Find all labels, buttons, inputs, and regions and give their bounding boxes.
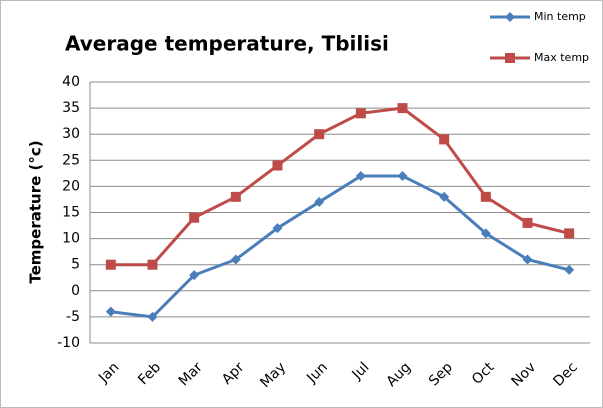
point [105, 259, 116, 270]
legend-label: Min temp [534, 10, 586, 23]
y-tick-label: 30 [62, 126, 80, 142]
y-tick-label: 25 [62, 152, 80, 168]
point [397, 170, 408, 181]
legend-label: Max temp [534, 51, 589, 64]
point [564, 264, 575, 275]
point [189, 270, 200, 281]
point [439, 191, 450, 202]
y-tick-label: -10 [57, 335, 80, 351]
point [522, 254, 533, 265]
series-line [110, 174, 570, 319]
point [480, 228, 491, 239]
point [314, 197, 325, 208]
y-tick-label: 5 [71, 257, 80, 273]
y-tick-label: 10 [62, 231, 80, 247]
chart-title: Average temperature, Tbilisi [65, 32, 389, 56]
point [439, 134, 450, 145]
legend-marker [505, 53, 515, 63]
point [105, 306, 116, 317]
y-tick-label: 15 [62, 205, 80, 221]
point [355, 170, 366, 181]
y-tick-label: 35 [62, 100, 80, 116]
y-tick-label: 40 [62, 74, 80, 90]
point [480, 191, 491, 202]
point [230, 191, 241, 202]
y-tick-label: 0 [71, 283, 80, 299]
y-axis-label: Temperature (°c) [27, 140, 45, 283]
point [230, 254, 241, 265]
point [564, 228, 575, 239]
point [397, 103, 408, 114]
legend-marker [505, 12, 515, 22]
point [272, 223, 283, 234]
point [147, 259, 158, 270]
point [189, 212, 200, 223]
point [272, 160, 283, 171]
series-line [110, 106, 570, 267]
point [314, 129, 325, 140]
point [355, 108, 366, 119]
y-tick-label: -5 [66, 309, 80, 325]
point [147, 311, 158, 322]
point [522, 217, 533, 228]
y-tick-label: 20 [62, 178, 80, 194]
